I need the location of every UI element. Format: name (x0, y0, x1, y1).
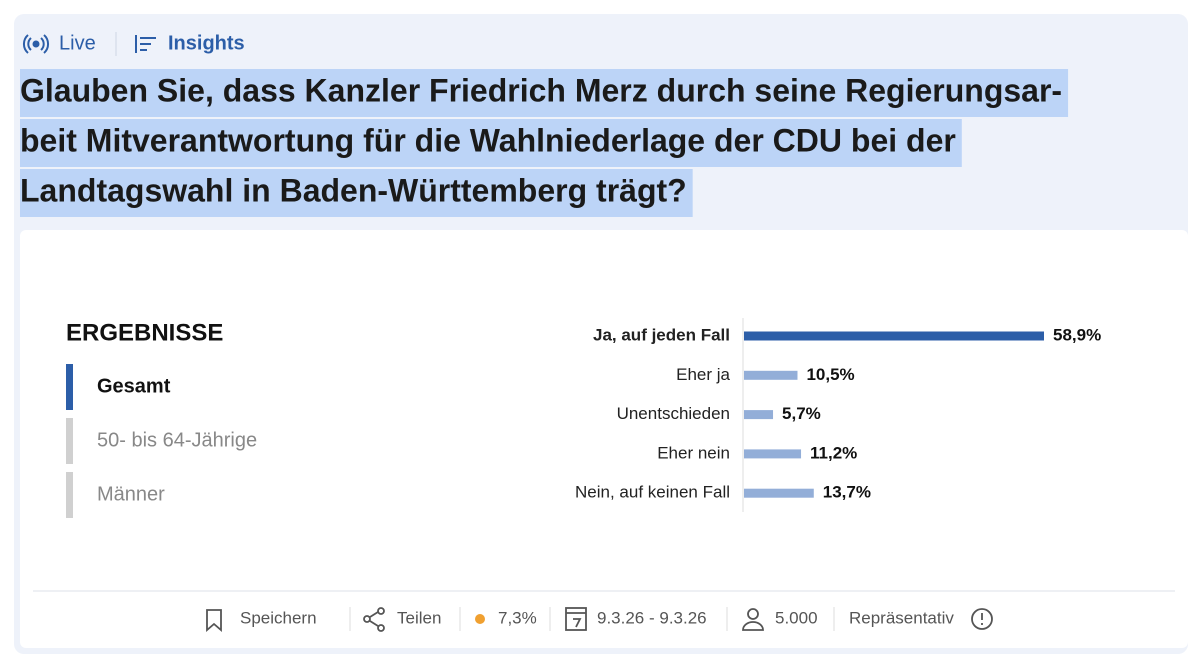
filter-indicator (66, 418, 73, 464)
error-dot (475, 614, 485, 624)
tab-insights[interactable]: Insights (168, 32, 245, 54)
error-margin: 7,3% (498, 608, 537, 627)
value-label: 5,7% (782, 404, 821, 423)
filter-option[interactable]: Gesamt (97, 375, 171, 397)
value-label: 58,9% (1053, 325, 1101, 344)
category-label: Unentschieden (617, 404, 730, 423)
title-highlight (20, 69, 1069, 117)
value-label: 10,5% (806, 365, 854, 384)
bar (744, 331, 1044, 341)
filter-indicator (66, 472, 73, 518)
bar (744, 370, 798, 380)
value-label: 11,2% (810, 443, 857, 462)
title: Glauben Sie, dass Kanzler Friedrich Merz… (20, 69, 1069, 217)
filter-indicator (66, 364, 73, 410)
bar (744, 488, 814, 498)
bar-chart: Ja, auf jeden Fall 58,9% Eher ja 10,5% Unent… (575, 325, 1101, 501)
tab-live[interactable]: Live (59, 32, 96, 54)
category-label: Eher ja (676, 365, 730, 384)
insights-icon (135, 35, 156, 53)
category-label: Nein, auf keinen Fall (575, 483, 730, 502)
filters: Gesamt 50- bis 64-Jährige Männer (66, 364, 257, 518)
bar (744, 410, 774, 420)
sample-size: 5.000 (775, 608, 818, 627)
save-button[interactable]: Speichern (240, 608, 317, 627)
category-label: Ja, auf jeden Fall (593, 325, 730, 344)
title-line: Landtagswahl in Baden-Württemberg trägt? (20, 172, 687, 208)
filter-option[interactable]: Männer (97, 483, 165, 505)
title-line: Glauben Sie, dass Kanzler Friedrich Merz… (20, 72, 1062, 108)
filter-option[interactable]: 50- bis 64-Jährige (97, 429, 257, 451)
footer-icons (206, 607, 993, 632)
live-icon (22, 34, 50, 54)
title-highlight (20, 119, 962, 167)
representative[interactable]: Repräsentativ (849, 608, 954, 627)
title-line: beit Mitverantwortung für die Wahlnieder… (20, 122, 956, 158)
category-label: Eher nein (657, 443, 730, 462)
value-label: 13,7% (823, 483, 871, 502)
share-button[interactable]: Teilen (397, 608, 441, 627)
bar (744, 449, 802, 459)
title-highlight (20, 169, 693, 217)
period: 9.3.26 - 9.3.26 (597, 608, 707, 627)
results-heading: ERGEBNISSE (66, 319, 223, 346)
